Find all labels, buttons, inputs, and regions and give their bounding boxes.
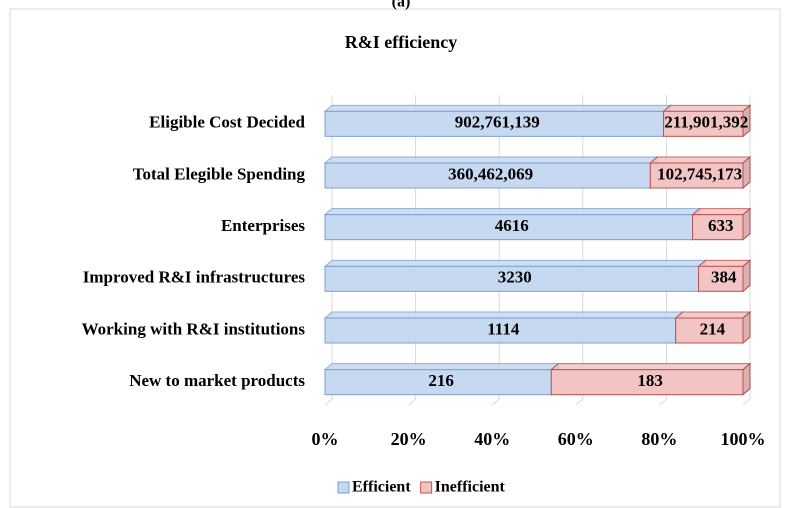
grid-floor <box>491 398 500 406</box>
data-label: 384 <box>711 268 737 287</box>
caption: (a) <box>392 0 411 11</box>
bar <box>692 214 744 241</box>
category-label: Enterprises <box>221 216 305 235</box>
bar-side <box>742 207 751 241</box>
bar-top <box>691 208 752 216</box>
bar-top <box>323 311 684 319</box>
data-label: 4616 <box>495 216 529 235</box>
category-label: Working with R&I institutions <box>82 319 306 338</box>
bar <box>649 162 744 189</box>
bar-side <box>742 362 751 396</box>
x-tick-label: 0% <box>312 429 339 449</box>
data-label: 214 <box>700 319 726 338</box>
grid-floor <box>742 398 751 406</box>
bar <box>324 265 700 292</box>
data-label: 3230 <box>498 268 532 287</box>
bar <box>663 110 744 137</box>
data-label: 216 <box>428 371 454 390</box>
x-tick-label: 80% <box>641 429 677 449</box>
bar-top <box>323 259 707 267</box>
chart-title: R&I efficiency <box>345 32 457 52</box>
category-label: New to market products <box>129 371 305 390</box>
bar <box>324 214 694 241</box>
bar-top <box>662 104 752 112</box>
data-label: 211,901,392 <box>664 113 748 132</box>
bar <box>324 317 677 344</box>
bar-top <box>549 363 752 371</box>
grid-floor <box>659 398 667 406</box>
bar-top <box>323 208 701 216</box>
data-label: 183 <box>637 371 663 390</box>
bar <box>675 317 744 344</box>
bar-side <box>742 259 751 293</box>
bar <box>324 110 665 137</box>
category-label: Total Elegible Spending <box>133 164 306 183</box>
x-tick-label: 100% <box>721 429 766 449</box>
bar-top <box>648 156 752 164</box>
bar-side <box>742 155 751 190</box>
x-tick-label: 40% <box>474 429 510 449</box>
bar-top <box>323 104 672 112</box>
bar <box>698 265 744 292</box>
data-label: 102,745,173 <box>657 164 742 183</box>
data-label: 360,462,069 <box>448 164 533 183</box>
legend-label: Inefficient <box>435 479 506 496</box>
data-label: 633 <box>708 216 734 235</box>
grid-floor <box>408 398 416 406</box>
chart-frame <box>9 8 781 508</box>
category-label: Eligible Cost Decided <box>149 113 305 132</box>
bar-top <box>674 311 752 319</box>
data-label: 902,761,139 <box>455 113 540 132</box>
bar-top <box>323 363 560 371</box>
x-tick-label: 60% <box>558 429 594 449</box>
legend-label: Efficient <box>352 479 411 496</box>
category-label: Improved R&I infrastructures <box>83 268 306 287</box>
grid-floor <box>324 398 333 406</box>
bar <box>324 369 552 396</box>
grid-floor <box>575 398 584 406</box>
legend-swatch <box>420 481 433 494</box>
bar-top <box>697 259 752 267</box>
bar <box>550 369 744 396</box>
x-tick-label: 20% <box>391 429 427 449</box>
bar-side <box>742 310 751 345</box>
data-label: 1114 <box>487 319 520 338</box>
legend-swatch <box>337 481 350 494</box>
bar-top <box>323 156 659 164</box>
